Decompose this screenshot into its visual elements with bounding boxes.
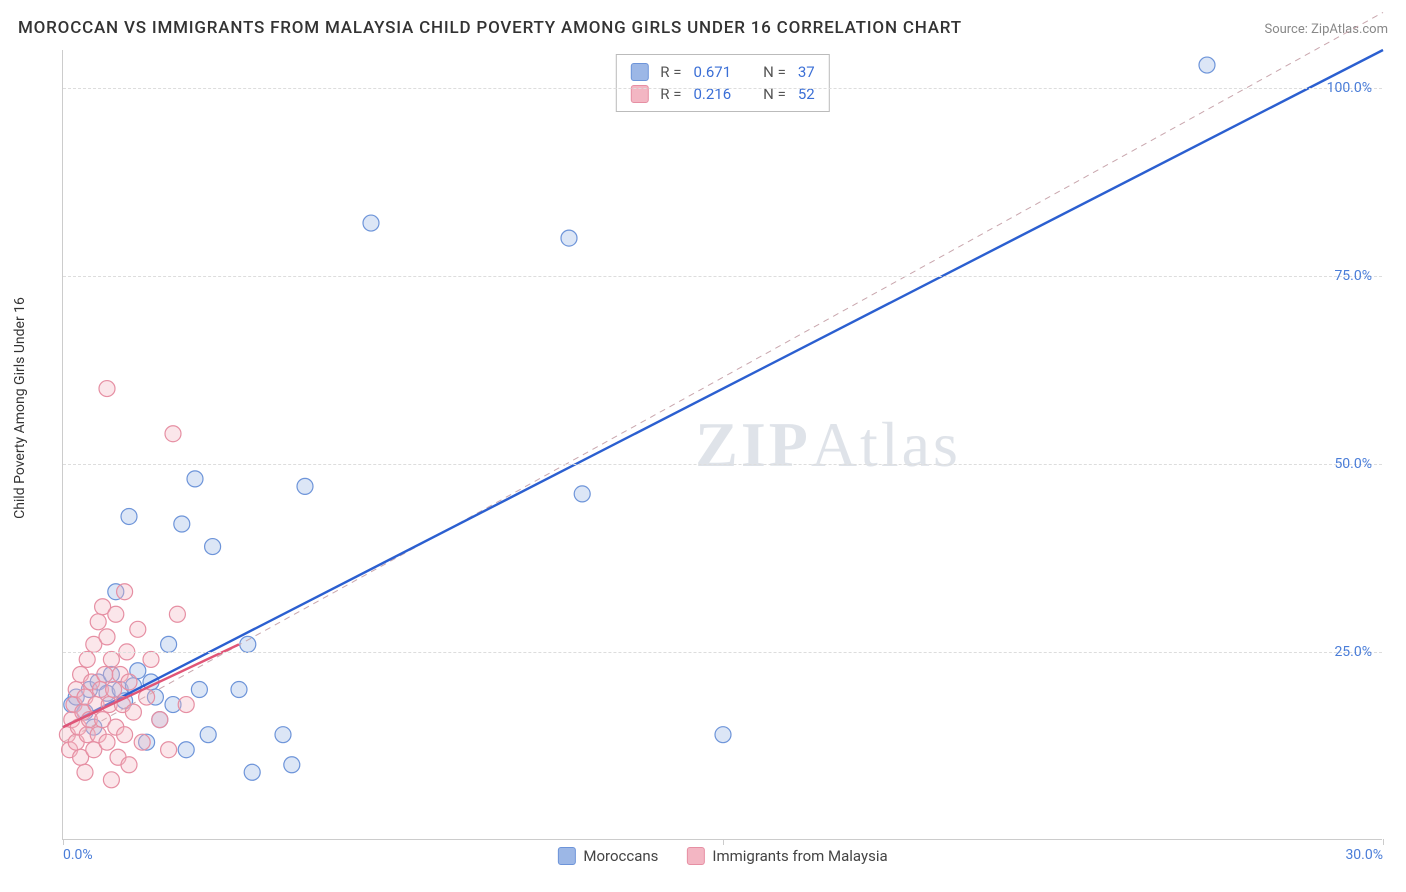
data-point-malaysia: [99, 734, 115, 750]
data-point-malaysia: [90, 614, 106, 630]
data-point-moroccans: [363, 215, 379, 231]
data-point-malaysia: [143, 651, 159, 667]
data-point-malaysia: [165, 426, 181, 442]
data-point-malaysia: [178, 697, 194, 713]
data-point-moroccans: [231, 682, 247, 698]
y-tick-label: 100.0%: [1327, 80, 1372, 96]
legend-swatch-malaysia: [686, 847, 704, 865]
x-tick-label: 0.0%: [63, 847, 93, 863]
y-tick-label: 75.0%: [1334, 268, 1372, 284]
data-point-malaysia: [121, 674, 137, 690]
data-point-malaysia: [108, 606, 124, 622]
data-point-moroccans: [187, 471, 203, 487]
data-point-moroccans: [284, 757, 300, 773]
y-axis-label: Child Poverty Among Girls Under 16: [12, 297, 28, 519]
data-point-malaysia: [125, 704, 141, 720]
data-point-malaysia: [134, 734, 150, 750]
data-point-moroccans: [174, 516, 190, 532]
bottom-legend: Moroccans Immigrants from Malaysia: [557, 847, 887, 865]
data-point-malaysia: [103, 772, 119, 788]
data-point-malaysia: [77, 764, 93, 780]
data-point-moroccans: [574, 486, 590, 502]
stats-row-malaysia: R = 0.216 N = 52: [630, 83, 814, 105]
data-point-moroccans: [240, 636, 256, 652]
data-point-moroccans: [178, 742, 194, 758]
swatch-moroccans: [630, 63, 648, 81]
data-point-moroccans: [205, 539, 221, 555]
data-point-moroccans: [200, 727, 216, 743]
trend-line-moroccans: [63, 50, 1383, 727]
data-point-malaysia: [79, 651, 95, 667]
data-point-malaysia: [103, 651, 119, 667]
chart-svg: [63, 50, 1382, 839]
legend-swatch-moroccans: [557, 847, 575, 865]
legend-malaysia: Immigrants from Malaysia: [686, 847, 887, 865]
x-tick: [1383, 839, 1384, 845]
stats-row-moroccans: R = 0.671 N = 37: [630, 61, 814, 83]
legend-label-malaysia: Immigrants from Malaysia: [712, 847, 887, 865]
data-point-moroccans: [121, 508, 137, 524]
y-tick-label: 50.0%: [1334, 456, 1372, 472]
stats-box: R = 0.671 N = 37 R = 0.216 N = 52: [615, 54, 829, 112]
data-point-malaysia: [106, 682, 122, 698]
trend-dashed: [63, 12, 1383, 742]
data-point-moroccans: [297, 478, 313, 494]
data-point-malaysia: [99, 381, 115, 397]
chart-title: MOROCCAN VS IMMIGRANTS FROM MALAYSIA CHI…: [18, 18, 962, 38]
data-point-moroccans: [161, 636, 177, 652]
data-point-malaysia: [117, 584, 133, 600]
data-point-malaysia: [130, 621, 146, 637]
y-tick-label: 25.0%: [1334, 644, 1372, 660]
gridline: [63, 88, 1382, 89]
data-point-malaysia: [99, 629, 115, 645]
source-label: Source: ZipAtlas.com: [1264, 22, 1388, 37]
gridline: [63, 464, 1382, 465]
data-point-malaysia: [117, 727, 133, 743]
legend-moroccans: Moroccans: [557, 847, 658, 865]
data-point-malaysia: [161, 742, 177, 758]
gridline: [63, 276, 1382, 277]
data-point-moroccans: [244, 764, 260, 780]
gridline: [63, 652, 1382, 653]
data-point-malaysia: [121, 757, 137, 773]
legend-label-moroccans: Moroccans: [583, 847, 658, 865]
x-tick-label: 30.0%: [1345, 847, 1383, 863]
data-point-malaysia: [97, 666, 113, 682]
plot-area: ZIPAtlas R = 0.671 N = 37 R = 0.216 N = …: [62, 50, 1382, 840]
data-point-moroccans: [1199, 57, 1215, 73]
data-point-moroccans: [561, 230, 577, 246]
data-point-moroccans: [275, 727, 291, 743]
data-point-malaysia: [169, 606, 185, 622]
data-point-moroccans: [191, 682, 207, 698]
x-tick: [63, 839, 64, 845]
data-point-malaysia: [152, 712, 168, 728]
data-point-moroccans: [715, 727, 731, 743]
